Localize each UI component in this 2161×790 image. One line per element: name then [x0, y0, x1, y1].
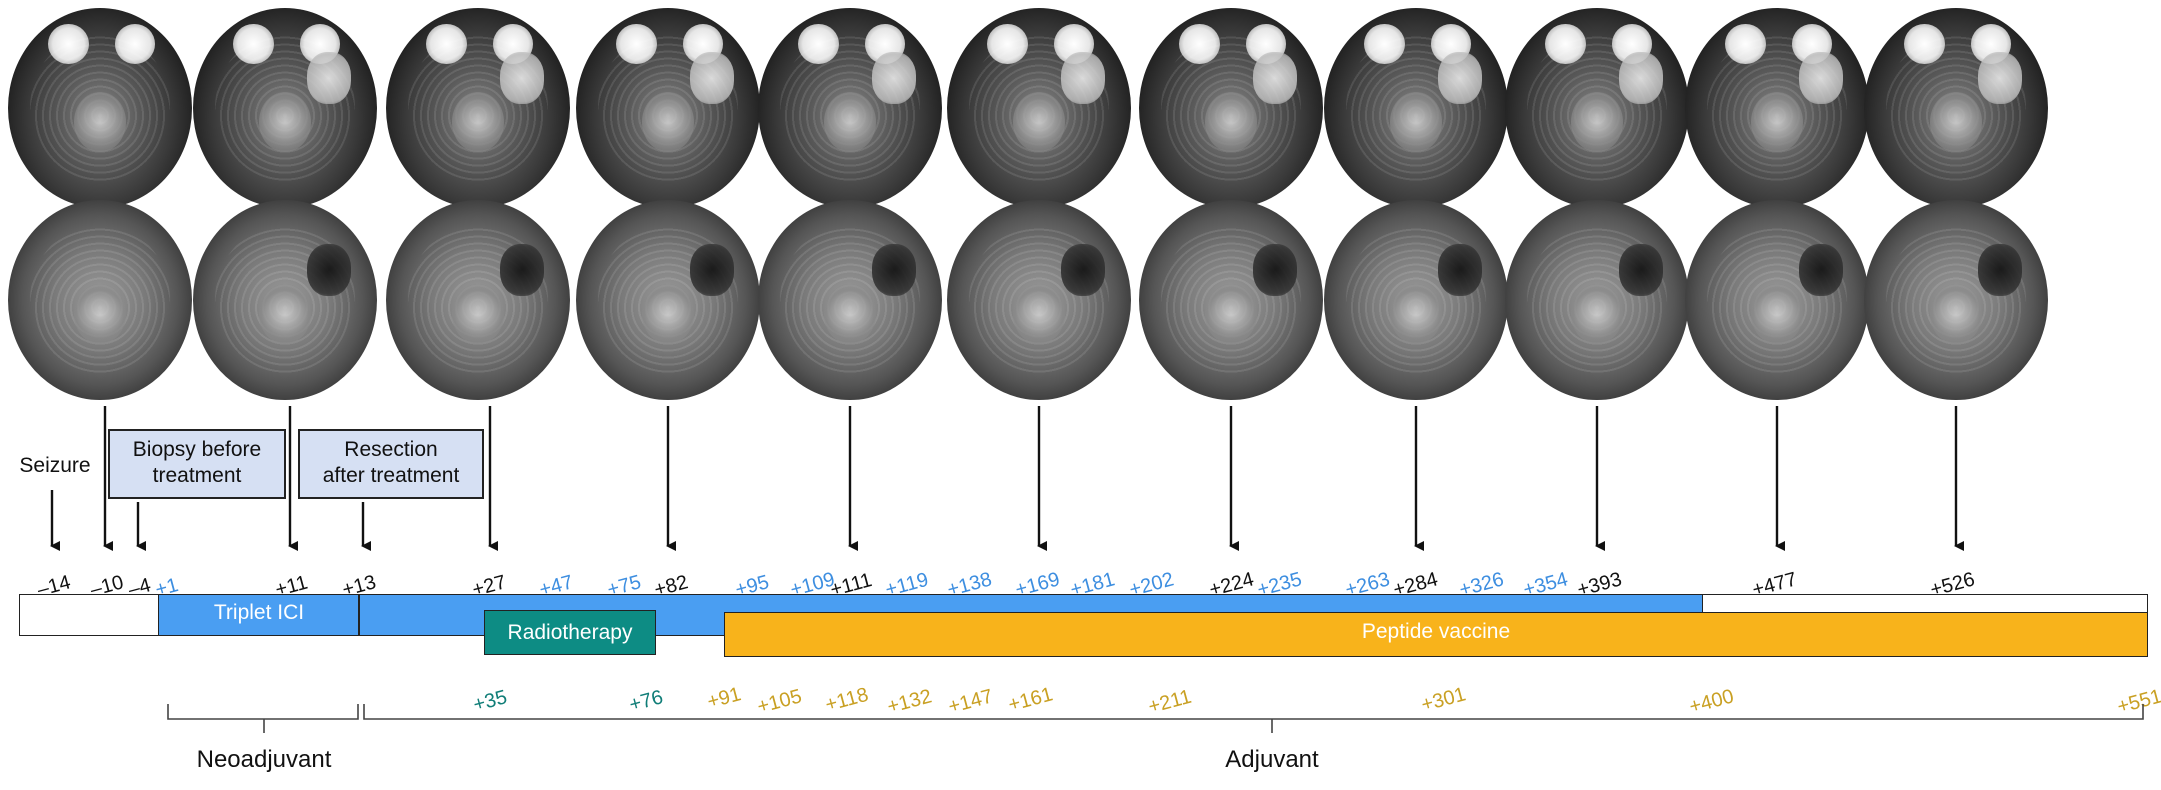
radiotherapy-bar: [484, 610, 656, 655]
brainstem-region: [1751, 92, 1803, 152]
resection-cavity: [1978, 52, 2023, 104]
mri-scan-t2-10: [1685, 8, 1869, 208]
resection-cavity: [690, 52, 735, 104]
mri-scan-flair-7: [1139, 200, 1323, 400]
mri-scan-flair-2: [193, 200, 377, 400]
resection-cavity: [500, 244, 545, 296]
mri-scan-t2-9: [1505, 8, 1689, 208]
eye-region: [1904, 24, 1945, 64]
resection-cavity: [307, 52, 352, 104]
mri-scan-flair-5: [758, 200, 942, 400]
resection-cavity: [872, 244, 917, 296]
eye-region: [114, 24, 156, 64]
resection-cavity: [1438, 52, 1483, 104]
resection-cavity: [1799, 52, 1844, 104]
brainstem-region: [1390, 284, 1442, 344]
eye-region: [48, 24, 89, 64]
brainstem-region: [1013, 92, 1065, 152]
resection-cavity: [872, 52, 917, 104]
brainstem-region: [1751, 284, 1803, 344]
mri-scan-flair-9: [1505, 200, 1689, 400]
resection-cavity: [1253, 244, 1298, 296]
brainstem-region: [452, 92, 504, 152]
mri-scan-flair-1: [8, 200, 192, 400]
neoadjuvant-bracket: [167, 704, 359, 733]
resection-cavity: [500, 52, 545, 104]
resection-cavity: [1799, 244, 1844, 296]
mri-scan-t2-1: [8, 8, 192, 208]
mri-scan-t2-2: [193, 8, 377, 208]
brainstem-region: [1930, 284, 1982, 344]
eye-region: [1725, 24, 1766, 64]
pretreatment-bar: [19, 594, 159, 636]
peptide-vaccine-label: Peptide vaccine: [1361, 620, 1511, 643]
brainstem-region: [824, 92, 876, 152]
adjuvant-label: Adjuvant: [1225, 746, 1319, 773]
resection-cavity: [1438, 244, 1483, 296]
biopsy-box: Biopsy before treatment: [108, 429, 286, 499]
resection-cavity: [1253, 52, 1298, 104]
eye-region: [1545, 24, 1586, 64]
eye-region: [616, 24, 657, 64]
eye-region: [1364, 24, 1405, 64]
eye-region: [798, 24, 839, 64]
resection-cavity: [307, 244, 352, 296]
radiotherapy-label: Radiotherapy: [507, 621, 633, 644]
mri-scan-t2-4: [576, 8, 760, 208]
mri-scan-t2-11: [1864, 8, 2048, 208]
peptide-vaccine-bar: [724, 612, 2148, 657]
brainstem-region: [74, 92, 126, 152]
resection-cavity: [1619, 244, 1664, 296]
biopsy-line2: treatment: [152, 464, 242, 487]
brainstem-region: [1205, 92, 1257, 152]
brainstem-region: [824, 284, 876, 344]
brainstem-region: [1571, 92, 1623, 152]
brainstem-region: [1205, 284, 1257, 344]
eye-region: [987, 24, 1028, 64]
brainstem-region: [642, 92, 694, 152]
brainstem-region: [642, 284, 694, 344]
mri-scan-flair-8: [1324, 200, 1508, 400]
eye-region: [1179, 24, 1220, 64]
brainstem-region: [1390, 92, 1442, 152]
mri-scan-t2-6: [947, 8, 1131, 208]
mri-scan-flair-4: [576, 200, 760, 400]
brainstem-region: [1013, 284, 1065, 344]
brainstem-region: [74, 284, 126, 344]
triplet-ici-label: Triplet ICI: [213, 601, 305, 624]
mri-scan-flair-10: [1685, 200, 1869, 400]
eye-region: [233, 24, 274, 64]
mri-scan-t2-8: [1324, 8, 1508, 208]
resection-line2: after treatment: [322, 464, 460, 487]
seizure-label: Seizure: [19, 454, 91, 477]
brainstem-region: [259, 92, 311, 152]
resection-cavity: [1061, 244, 1106, 296]
resection-cavity: [1978, 244, 2023, 296]
resection-cavity: [690, 244, 735, 296]
triplet-divider: [358, 594, 360, 636]
mri-scan-t2-3: [386, 8, 570, 208]
eye-region: [426, 24, 467, 64]
adjuvant-bracket: [363, 704, 2144, 733]
resection-box: Resection after treatment: [298, 429, 484, 499]
brainstem-region: [452, 284, 504, 344]
resection-cavity: [1061, 52, 1106, 104]
mri-scan-flair-11: [1864, 200, 2048, 400]
brainstem-region: [1930, 92, 1982, 152]
mri-scan-flair-3: [386, 200, 570, 400]
resection-cavity: [1619, 52, 1664, 104]
resection-line1: Resection: [344, 438, 438, 461]
biopsy-line1: Biopsy before: [132, 438, 262, 461]
brainstem-region: [259, 284, 311, 344]
mri-scan-t2-5: [758, 8, 942, 208]
neoadjuvant-label: Neoadjuvant: [196, 746, 332, 773]
brainstem-region: [1571, 284, 1623, 344]
mri-scan-t2-7: [1139, 8, 1323, 208]
mri-scan-flair-6: [947, 200, 1131, 400]
